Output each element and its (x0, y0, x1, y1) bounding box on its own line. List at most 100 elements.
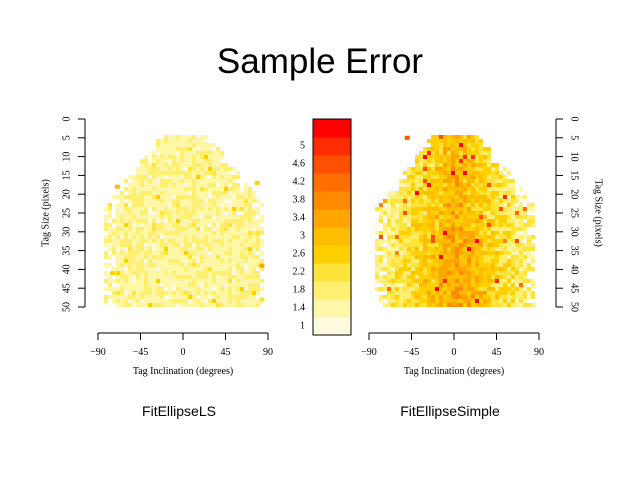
heatmap-cell (515, 203, 519, 207)
heatmap-cell (128, 175, 132, 179)
heatmap-cell (160, 235, 164, 239)
heatmap-cell (104, 223, 108, 227)
heatmap-cell (467, 247, 471, 251)
heatmap-cell (164, 147, 168, 151)
heatmap-cell (180, 259, 184, 263)
heatmap-cell (471, 163, 475, 167)
heatmap-cell (463, 147, 467, 151)
heatmap-cell (184, 211, 188, 215)
heatmap-cell (236, 283, 240, 287)
heatmap-cell (168, 239, 172, 243)
y-tick-label: 20 (61, 189, 72, 199)
heatmap-cell (475, 283, 479, 287)
heatmap-cell (419, 159, 423, 163)
heatmap-cell (439, 155, 443, 159)
heatmap-cell (208, 263, 212, 267)
heatmap-cell (188, 183, 192, 187)
heatmap-cell (228, 267, 232, 271)
heatmap-cell (236, 207, 240, 211)
heatmap-cell (148, 283, 152, 287)
heatmap-cell (196, 271, 200, 275)
heatmap-cell (132, 251, 136, 255)
heatmap-cell (447, 287, 451, 291)
heatmap-cell (172, 143, 176, 147)
heatmap-cell (399, 271, 403, 275)
heatmap-cell (188, 151, 192, 155)
heatmap-cell (164, 247, 168, 251)
heatmap-cell (184, 207, 188, 211)
heatmap-cell (208, 199, 212, 203)
heatmap-cell (391, 207, 395, 211)
heatmap-cell (431, 159, 435, 163)
heatmap-cell (144, 239, 148, 243)
heatmap-cell (164, 187, 168, 191)
heatmap-cell (256, 227, 260, 231)
heatmap-cell (507, 179, 511, 183)
heatmap-cell (471, 155, 475, 159)
heatmap-cell (383, 251, 387, 255)
heatmap-cell (232, 299, 236, 303)
heatmap-cell (176, 299, 180, 303)
heatmap-cell (467, 211, 471, 215)
heatmap-cell (104, 287, 108, 291)
heatmap-cell (188, 279, 192, 283)
heatmap-cell (168, 159, 172, 163)
heatmap-cell (475, 147, 479, 151)
heatmap-cell (228, 211, 232, 215)
heatmap-cell (407, 287, 411, 291)
heatmap-cell (168, 227, 172, 231)
heatmap-cell (160, 183, 164, 187)
heatmap-cell (395, 303, 399, 307)
heatmap-cell (379, 259, 383, 263)
heatmap-cell (152, 195, 156, 199)
heatmap-cell (459, 187, 463, 191)
heatmap-cell (224, 259, 228, 263)
heatmap-cell (164, 275, 168, 279)
heatmap-cell (523, 223, 527, 227)
heatmap-cell (467, 187, 471, 191)
heatmap-cell (455, 147, 459, 151)
heatmap-cell (176, 211, 180, 215)
heatmap-cell (232, 231, 236, 235)
heatmap-cell (387, 267, 391, 271)
heatmap-cell (240, 275, 244, 279)
heatmap-cell (395, 215, 399, 219)
heatmap-cell (164, 135, 168, 139)
heatmap-cell (248, 219, 252, 223)
heatmap-cell (443, 171, 447, 175)
heatmap-cell (216, 243, 220, 247)
heatmap-cell (479, 203, 483, 207)
heatmap-cell (220, 303, 224, 307)
heatmap-cell (443, 219, 447, 223)
heatmap-cell (244, 295, 248, 299)
heatmap-cell (232, 291, 236, 295)
heatmap-cell (487, 243, 491, 247)
heatmap-cell (463, 279, 467, 283)
heatmap-cell (136, 231, 140, 235)
heatmap-cell (399, 235, 403, 239)
heatmap-cell (455, 163, 459, 167)
heatmap-cell (387, 279, 391, 283)
heatmap-cell (184, 167, 188, 171)
heatmap-cell (112, 291, 116, 295)
heatmap-cell (511, 199, 515, 203)
heatmap-cell (248, 271, 252, 275)
heatmap-cell (519, 291, 523, 295)
heatmap-cell (144, 175, 148, 179)
heatmap-cell (387, 295, 391, 299)
heatmap-cell (252, 243, 256, 247)
heatmap-cell (507, 183, 511, 187)
heatmap-cell (523, 283, 527, 287)
heatmap-cell (447, 211, 451, 215)
heatmap-cell (248, 203, 252, 207)
heatmap-cell (487, 223, 491, 227)
heatmap-cell (124, 283, 128, 287)
heatmap-cell (180, 235, 184, 239)
heatmap-cell (224, 255, 228, 259)
heatmap-cell (160, 251, 164, 255)
heatmap-cell (467, 303, 471, 307)
heatmap-cell (176, 187, 180, 191)
heatmap-cell (423, 215, 427, 219)
heatmap-cell (196, 283, 200, 287)
